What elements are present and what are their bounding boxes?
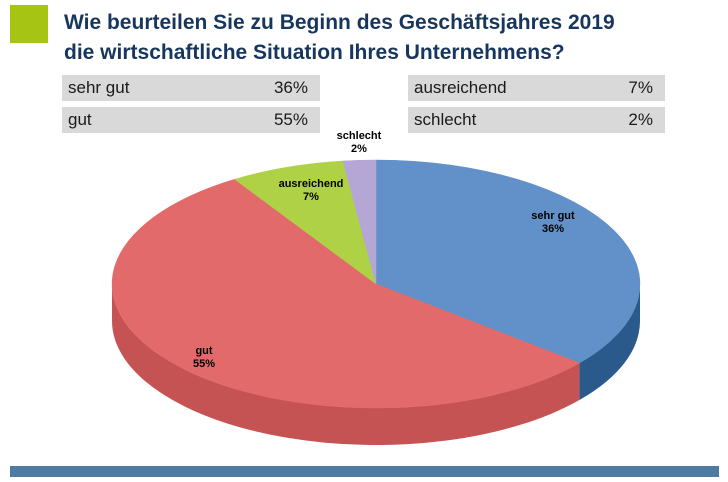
legend-value-gut: 55% xyxy=(273,110,308,129)
pie-label-gut-text: gut xyxy=(195,345,213,357)
legend-value-schlecht: 2% xyxy=(628,110,653,129)
legend-label-schlecht: schlecht xyxy=(414,110,477,129)
pie-label-ausreichend: ausreichend 7% xyxy=(279,178,344,204)
page-title: Wie beurteilen Sie zu Beginn des Geschäf… xyxy=(64,8,714,68)
legend-row-sehr-gut: sehr gut 36% xyxy=(62,75,320,101)
pie-label-schlecht: schlecht 2% xyxy=(337,130,382,156)
pie-label-gut-value: 55% xyxy=(192,358,216,370)
pie-label-schlecht-text: schlecht xyxy=(336,130,382,142)
pie-label-sehr-gut-text: sehr gut xyxy=(531,210,575,222)
pie-label-ausreichend-value: 7% xyxy=(303,191,319,203)
pie-label-gut: gut 55% xyxy=(193,345,215,371)
footer-bar xyxy=(10,466,719,477)
legend-label-ausreichend: ausreichend xyxy=(414,78,507,97)
pie-label-schlecht-value: 2% xyxy=(351,143,367,155)
title-line-1: Wie beurteilen Sie zu Beginn des Geschäf… xyxy=(64,11,615,34)
legend-row-gut: gut 55% xyxy=(62,107,320,133)
title-line-2: die wirtschaftliche Situation Ihres Unte… xyxy=(64,41,565,64)
brand-accent-square xyxy=(10,5,48,43)
legend-value-ausreichend: 7% xyxy=(628,78,653,97)
legend-value-sehr-gut: 36% xyxy=(273,78,308,97)
legend-table: sehr gut 36% ausreichend 7% gut 55% schl… xyxy=(62,75,665,133)
legend-row-schlecht: schlecht 2% xyxy=(408,107,665,133)
legend-label-gut: gut xyxy=(68,110,92,129)
legend-row-ausreichend: ausreichend 7% xyxy=(408,75,665,101)
legend-label-sehr-gut: sehr gut xyxy=(68,78,130,97)
pie-label-sehr-gut-value: 36% xyxy=(541,223,565,235)
pie-label-sehr-gut: sehr gut 36% xyxy=(531,210,574,236)
pie-label-ausreichend-text: ausreichend xyxy=(278,178,344,190)
